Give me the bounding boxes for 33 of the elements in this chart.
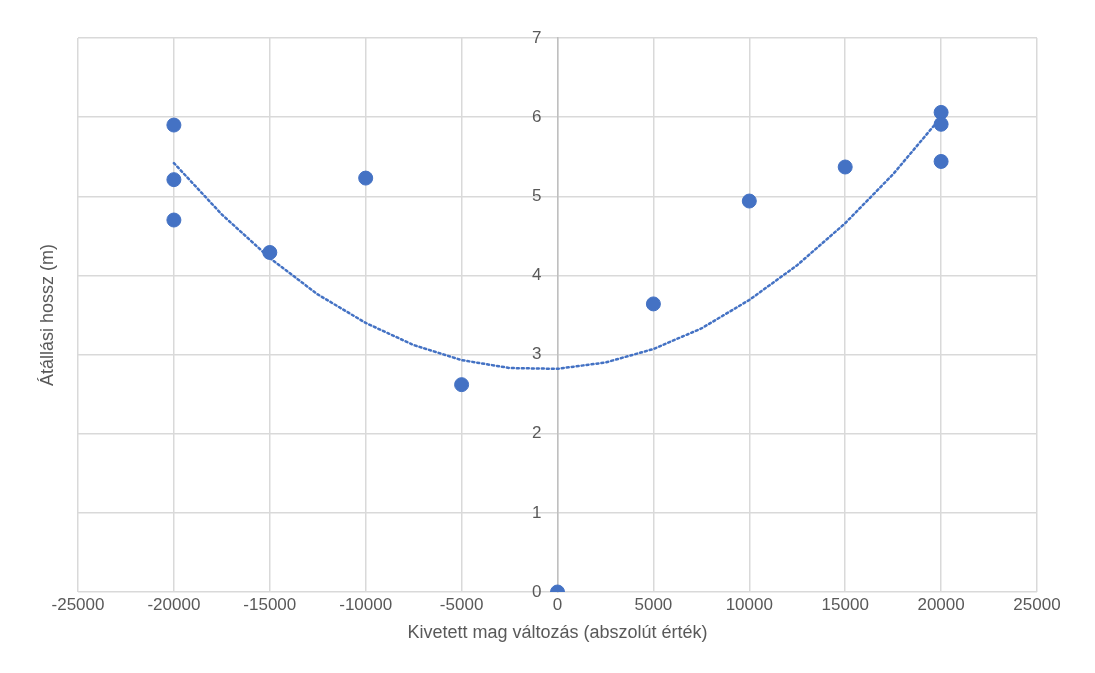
point <box>741 193 757 209</box>
point <box>166 117 182 133</box>
point <box>166 172 182 188</box>
point <box>933 116 949 132</box>
x-axis-title: Kivetett mag változás (abszolút érték) <box>407 622 708 643</box>
point <box>166 212 182 228</box>
x-tick-label: 10000 <box>725 594 773 614</box>
point <box>933 153 949 169</box>
x-tick-label: -15000 <box>243 594 297 614</box>
y-tick-label: 6 <box>532 106 542 126</box>
y-tick-label: 4 <box>532 265 542 285</box>
x-tick-label: 0 <box>552 594 563 614</box>
point <box>358 170 374 186</box>
y-tick-label: 5 <box>532 185 542 205</box>
x-tick-label: 5000 <box>634 594 673 614</box>
x-tick-label: -5000 <box>439 594 484 614</box>
x-tick-label: -20000 <box>147 594 201 614</box>
x-tick-label: -10000 <box>339 594 393 614</box>
y-tick-label: 0 <box>532 581 542 601</box>
point <box>837 159 853 175</box>
x-tick-label: -25000 <box>51 594 105 614</box>
x-tick-label: 20000 <box>917 594 965 614</box>
y-axis-title: Átállási hossz (m) <box>36 243 57 387</box>
y-tick-label: 7 <box>532 27 542 47</box>
x-tick-label: 15000 <box>821 594 869 614</box>
y-tick-label: 2 <box>532 423 542 443</box>
y-tick-label: 1 <box>532 502 542 522</box>
point <box>933 104 949 120</box>
point <box>262 244 278 260</box>
y-tick-label: 3 <box>532 344 542 364</box>
x-tick-label: 25000 <box>1013 594 1061 614</box>
point <box>454 377 470 393</box>
point <box>645 296 661 312</box>
